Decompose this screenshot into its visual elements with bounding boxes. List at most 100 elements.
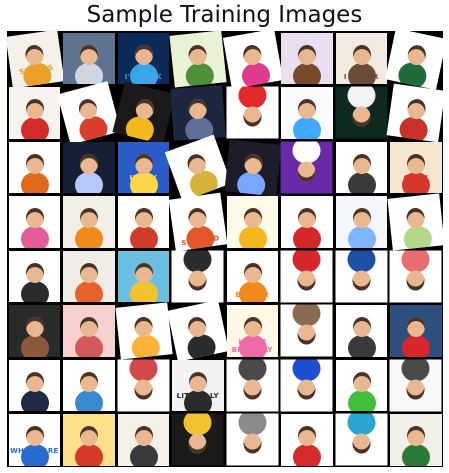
avatar-body <box>75 226 103 248</box>
sticker-caption: BONUS <box>128 291 158 299</box>
avatar-head <box>25 262 44 283</box>
avatar-body <box>347 250 375 272</box>
sample-image-tile <box>170 85 226 141</box>
avatar-body <box>347 87 375 109</box>
avatar-head <box>80 44 98 65</box>
avatar-head <box>80 426 98 446</box>
sample-image-tile <box>387 193 445 251</box>
avatar-head <box>134 379 152 399</box>
avatar-head <box>297 324 316 345</box>
sticker-caption: LITERALLY DYING <box>176 392 219 408</box>
avatar-body <box>20 226 49 248</box>
sample-image-tile <box>390 359 442 411</box>
sample-image-tile <box>226 87 278 139</box>
avatar-body <box>122 113 157 144</box>
sample-image-tile <box>114 302 172 360</box>
avatar-body <box>75 444 103 466</box>
avatar-head <box>243 262 262 283</box>
avatar-head <box>297 379 316 399</box>
sample-image-tile <box>335 359 387 411</box>
avatar-body <box>129 62 158 84</box>
avatar-body <box>238 226 267 248</box>
avatar-body <box>238 280 267 302</box>
sample-image-tile <box>117 196 169 248</box>
sample-image-tile <box>335 414 387 466</box>
sticker-caption: HAPPY HOUR <box>129 174 158 190</box>
avatar-head <box>189 371 207 392</box>
avatar-body <box>347 389 376 411</box>
avatar-head <box>406 379 425 399</box>
avatar-head <box>298 44 316 65</box>
avatar-body <box>238 335 267 357</box>
avatar-body <box>184 60 216 87</box>
avatar-body <box>292 305 321 327</box>
sample-image-tile <box>223 138 281 196</box>
sample-image-tile <box>281 414 333 466</box>
sample-image-tile <box>390 305 442 357</box>
avatar-head <box>352 208 371 228</box>
sample-image-tile <box>8 196 60 248</box>
avatar-body <box>75 62 103 84</box>
sticker-caption: SOUNDS GOOD <box>18 62 54 83</box>
avatar-body <box>397 115 430 142</box>
avatar-body <box>20 389 49 411</box>
avatar-body <box>292 141 321 163</box>
sample-image-tile: HAPPY HOUR <box>117 141 169 193</box>
sample-image-tile: HAPPY BIRTHDAY <box>226 305 278 357</box>
avatar-body <box>129 444 158 466</box>
avatar-body <box>238 414 266 436</box>
avatar-head <box>352 317 371 337</box>
avatar-body <box>75 335 103 357</box>
avatar-body <box>129 171 158 193</box>
sample-image-tile: SO GOOD <box>168 192 227 251</box>
sample-image-tile <box>57 81 121 145</box>
sample-image-tile <box>112 81 175 144</box>
sample-image-tile <box>281 250 333 302</box>
sample-image-tile: I'M BACK <box>117 32 169 84</box>
avatar-body <box>401 359 430 381</box>
avatar-body <box>402 335 430 357</box>
sample-image-tile <box>63 196 115 248</box>
avatar-head <box>80 153 98 174</box>
sample-image-tile <box>281 359 333 411</box>
avatar-head <box>25 99 44 119</box>
sticker-caption: G'DAY MATE! <box>402 174 429 190</box>
sample-image-tile <box>281 32 333 84</box>
avatar-body <box>76 113 111 145</box>
sample-image-tile <box>167 300 229 362</box>
sample-image-tile <box>385 27 447 89</box>
avatar-head <box>352 433 370 454</box>
sample-image-tile: BONUS <box>117 250 169 302</box>
sample-image-tile <box>335 196 387 248</box>
sample-image-tile <box>281 196 333 248</box>
avatar-body <box>130 333 161 360</box>
avatar-body <box>129 280 158 302</box>
sample-image-tile <box>226 359 278 411</box>
sample-image-tile <box>281 87 333 139</box>
avatar-head <box>352 270 370 290</box>
sample-image-tile <box>117 414 169 466</box>
avatar-head <box>80 371 98 392</box>
sample-image-tile <box>8 250 60 302</box>
avatar-body <box>129 226 158 248</box>
avatar-body <box>183 414 212 436</box>
avatar-head <box>187 43 208 66</box>
sample-image-tile <box>335 87 387 139</box>
sample-image-tile <box>63 414 115 466</box>
sample-image-tile <box>335 305 387 357</box>
avatar-head <box>134 262 153 283</box>
avatar-head <box>243 106 261 127</box>
avatar-head <box>25 317 44 337</box>
sticker-caption: BOSS <box>77 73 100 81</box>
avatar-head <box>352 153 371 174</box>
image-grid: SOUNDS GOOD BOSS I'M BACK SUPER I SWEAR I LOV… <box>5 27 447 467</box>
avatar-head <box>297 270 316 290</box>
avatar-head <box>297 161 316 181</box>
avatar-head <box>407 317 425 337</box>
sample-image-tile <box>226 414 278 466</box>
avatar-head <box>243 379 261 399</box>
avatar-head <box>25 426 44 446</box>
avatar-body <box>293 226 321 248</box>
avatar-head <box>134 153 153 174</box>
avatar-body <box>184 389 212 411</box>
